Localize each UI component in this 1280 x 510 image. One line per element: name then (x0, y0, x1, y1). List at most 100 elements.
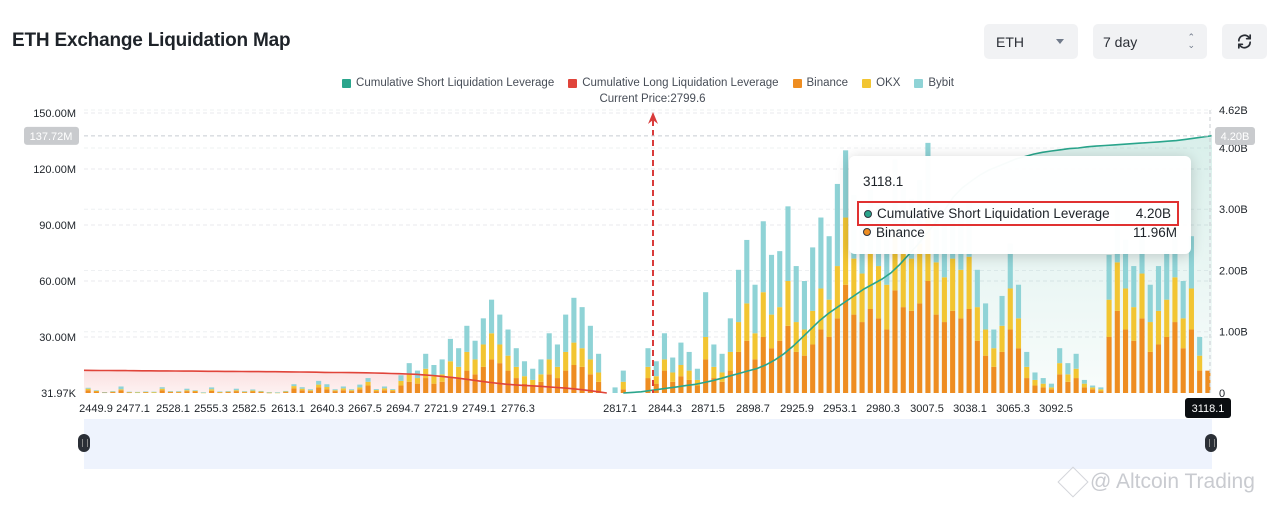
bar-bybit[interactable] (324, 384, 330, 388)
bar-bybit[interactable] (826, 236, 832, 300)
bar-bybit[interactable] (332, 389, 338, 391)
bar-bybit[interactable] (711, 344, 717, 367)
bar-binance[interactable] (1057, 374, 1063, 393)
bar-okx[interactable] (192, 390, 198, 392)
bar-binance[interactable] (917, 303, 923, 393)
bar-binance[interactable] (1024, 378, 1030, 393)
bar-okx[interactable] (966, 256, 972, 309)
bar-okx[interactable] (587, 359, 593, 375)
bar-okx[interactable] (579, 348, 585, 367)
bar-okx[interactable] (1040, 383, 1046, 388)
bar-binance[interactable] (85, 390, 91, 393)
period-select[interactable]: 7 day ⌃ ⌄ (1093, 24, 1207, 59)
bar-okx[interactable] (1048, 387, 1054, 390)
bar-bybit[interactable] (1057, 348, 1063, 364)
bar-okx[interactable] (431, 376, 437, 384)
bar-binance[interactable] (884, 329, 890, 393)
bar-bybit[interactable] (1015, 284, 1022, 319)
bar-binance[interactable] (381, 390, 388, 393)
bar-binance[interactable] (233, 391, 239, 393)
bar-binance[interactable] (694, 385, 700, 393)
bar-okx[interactable] (225, 391, 231, 393)
bar-binance[interactable] (373, 391, 379, 393)
bar-okx[interactable] (884, 284, 890, 330)
bar-bybit[interactable] (439, 359, 445, 375)
bar-binance[interactable] (1114, 310, 1120, 393)
bar-okx[interactable] (217, 392, 223, 393)
bar-bybit[interactable] (283, 390, 289, 392)
bar-okx[interactable] (521, 376, 528, 384)
bar-binance[interactable] (439, 381, 445, 393)
range-handle-right[interactable] (1205, 434, 1217, 452)
bar-binance[interactable] (834, 318, 840, 393)
bar-okx[interactable] (1131, 307, 1137, 341)
bar-bybit[interactable] (143, 391, 149, 393)
bar-okx[interactable] (678, 365, 684, 377)
bar-binance[interactable] (1139, 318, 1145, 393)
bar-okx[interactable] (768, 314, 775, 349)
bar-bybit[interactable] (126, 391, 132, 393)
bar-binance[interactable] (892, 290, 898, 393)
bar-binance[interactable] (983, 355, 989, 393)
bar-binance[interactable] (365, 385, 371, 393)
bar-binance[interactable] (546, 374, 552, 393)
bar-bybit[interactable] (505, 329, 511, 356)
bar-binance[interactable] (167, 392, 174, 393)
bar-okx[interactable] (176, 391, 182, 393)
bar-okx[interactable] (143, 391, 149, 393)
bar-bybit[interactable] (1180, 281, 1186, 319)
bar-binance[interactable] (349, 391, 355, 393)
bar-bybit[interactable] (398, 375, 404, 381)
bar-okx[interactable] (1090, 387, 1096, 390)
bar-binance[interactable] (678, 376, 684, 393)
bar-okx[interactable] (184, 390, 190, 392)
bar-okx[interactable] (818, 288, 824, 330)
bar-bybit[interactable] (266, 392, 272, 393)
bar-okx[interactable] (324, 387, 330, 390)
bar-binance[interactable] (768, 348, 775, 393)
bar-okx[interactable] (538, 374, 544, 382)
bar-bybit[interactable] (1007, 243, 1013, 289)
bar-okx[interactable] (414, 378, 421, 384)
bar-binance[interactable] (192, 391, 198, 393)
bar-bybit[interactable] (719, 353, 725, 373)
bar-binance[interactable] (217, 392, 223, 394)
bar-okx[interactable] (274, 392, 281, 394)
bar-bybit[interactable] (653, 361, 659, 377)
bar-okx[interactable] (332, 390, 338, 392)
bar-okx[interactable] (93, 390, 99, 392)
bar-bybit[interactable] (1024, 351, 1030, 367)
bar-binance[interactable] (1122, 329, 1129, 393)
bar-binance[interactable] (250, 391, 256, 393)
bar-okx[interactable] (266, 392, 272, 394)
bar-okx[interactable] (1197, 355, 1203, 371)
bar-binance[interactable] (933, 314, 939, 393)
bar-okx[interactable] (867, 253, 873, 309)
bar-okx[interactable] (760, 292, 766, 337)
bar-okx[interactable] (373, 390, 379, 392)
bar-bybit[interactable] (464, 325, 470, 352)
bar-okx[interactable] (917, 243, 923, 304)
bar-okx[interactable] (950, 258, 956, 311)
bar-binance[interactable] (505, 370, 511, 393)
bar-binance[interactable] (1147, 351, 1153, 393)
bar-bybit[interactable] (1106, 254, 1112, 300)
bar-binance[interactable] (1180, 348, 1186, 393)
bar-okx[interactable] (900, 251, 906, 308)
bar-binance[interactable] (1040, 387, 1046, 393)
bar-okx[interactable] (250, 390, 256, 392)
bar-okx[interactable] (283, 391, 289, 393)
bar-bybit[interactable] (291, 384, 297, 387)
bar-okx[interactable] (1180, 318, 1186, 349)
bar-binance[interactable] (291, 388, 297, 393)
bar-bybit[interactable] (110, 391, 116, 392)
bar-okx[interactable] (472, 359, 478, 375)
bar-binance[interactable] (184, 391, 190, 393)
bar-binance[interactable] (653, 383, 659, 393)
bar-binance[interactable] (489, 359, 495, 393)
bar-binance[interactable] (620, 389, 626, 393)
bar-okx[interactable] (209, 389, 215, 391)
bar-okx[interactable] (233, 390, 239, 392)
bar-bybit[interactable] (1164, 251, 1170, 300)
bar-bybit[interactable] (151, 391, 157, 393)
